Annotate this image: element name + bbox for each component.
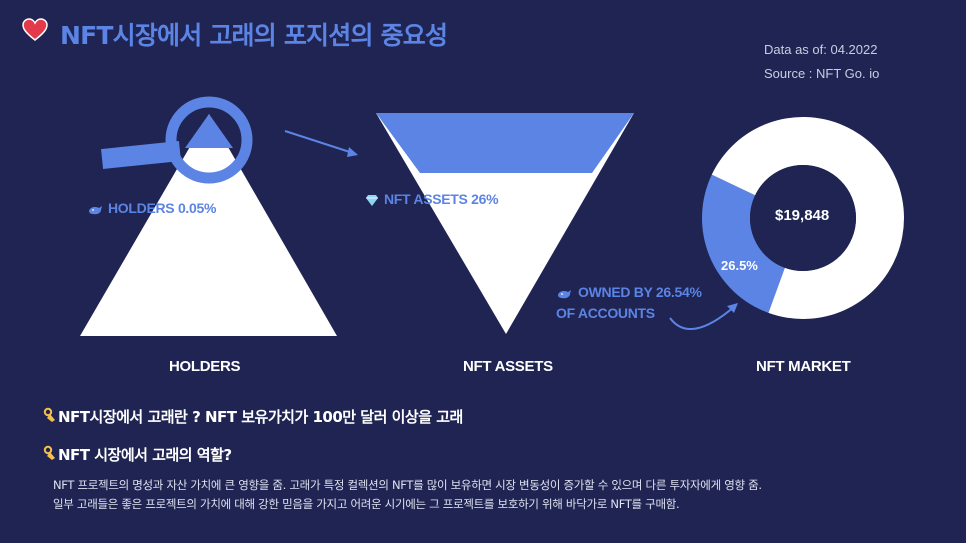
donut-slice-others xyxy=(711,117,904,320)
ok-hand-icon xyxy=(43,445,57,465)
donut-slice-label: 26.5% xyxy=(721,258,758,273)
assets-triangle-top xyxy=(376,113,634,173)
ok-hand-icon xyxy=(43,407,57,427)
data-source: Source : NFT Go. io xyxy=(764,66,880,81)
magnifier-icon xyxy=(101,96,253,184)
whale-icon xyxy=(88,201,104,220)
holders-label: HOLDERS xyxy=(169,358,241,375)
holders-pyramid-tip xyxy=(185,114,233,148)
diamond-icon xyxy=(365,192,379,211)
page-title: NFT시장에서 고래의 포지션의 중요성 xyxy=(60,21,448,50)
body-line-2: 일부 고래들은 좋은 프로젝트의 가치에 대해 강한 믿음을 가지고 어려운 시… xyxy=(53,497,680,511)
question-1: NFT시장에서 고래란 ? NFT 보유가치가 100만 달러 이상을 고래 xyxy=(58,408,463,426)
holders-callout: HOLDERS 0.05% xyxy=(108,200,217,216)
assets-label: NFT ASSETS xyxy=(463,358,553,375)
owned-callout-line2: OF ACCOUNTS xyxy=(556,305,655,321)
body-line-1: NFT 프로젝트의 명성과 자산 가치에 큰 영향을 줌. 고래가 특정 컬렉션… xyxy=(53,478,762,492)
heart-icon xyxy=(22,18,48,46)
curved-arrow-icon xyxy=(669,303,738,331)
question-2: NFT 시장에서 고래의 역할? xyxy=(58,446,232,464)
owned-callout-line1: OWNED BY 26.54% xyxy=(578,284,702,300)
holders-pyramid xyxy=(80,114,337,336)
data-date: Data as of: 04.2022 xyxy=(764,42,878,57)
assets-callout: NFT ASSETS 26% xyxy=(384,191,499,207)
donut-slice-whales xyxy=(701,174,785,313)
market-label: NFT MARKET xyxy=(756,358,851,375)
market-donut xyxy=(701,117,904,320)
whale-icon xyxy=(557,285,573,304)
arrow-icon xyxy=(284,130,358,157)
donut-hole xyxy=(750,165,856,271)
donut-center-value: $19,848 xyxy=(775,207,830,224)
